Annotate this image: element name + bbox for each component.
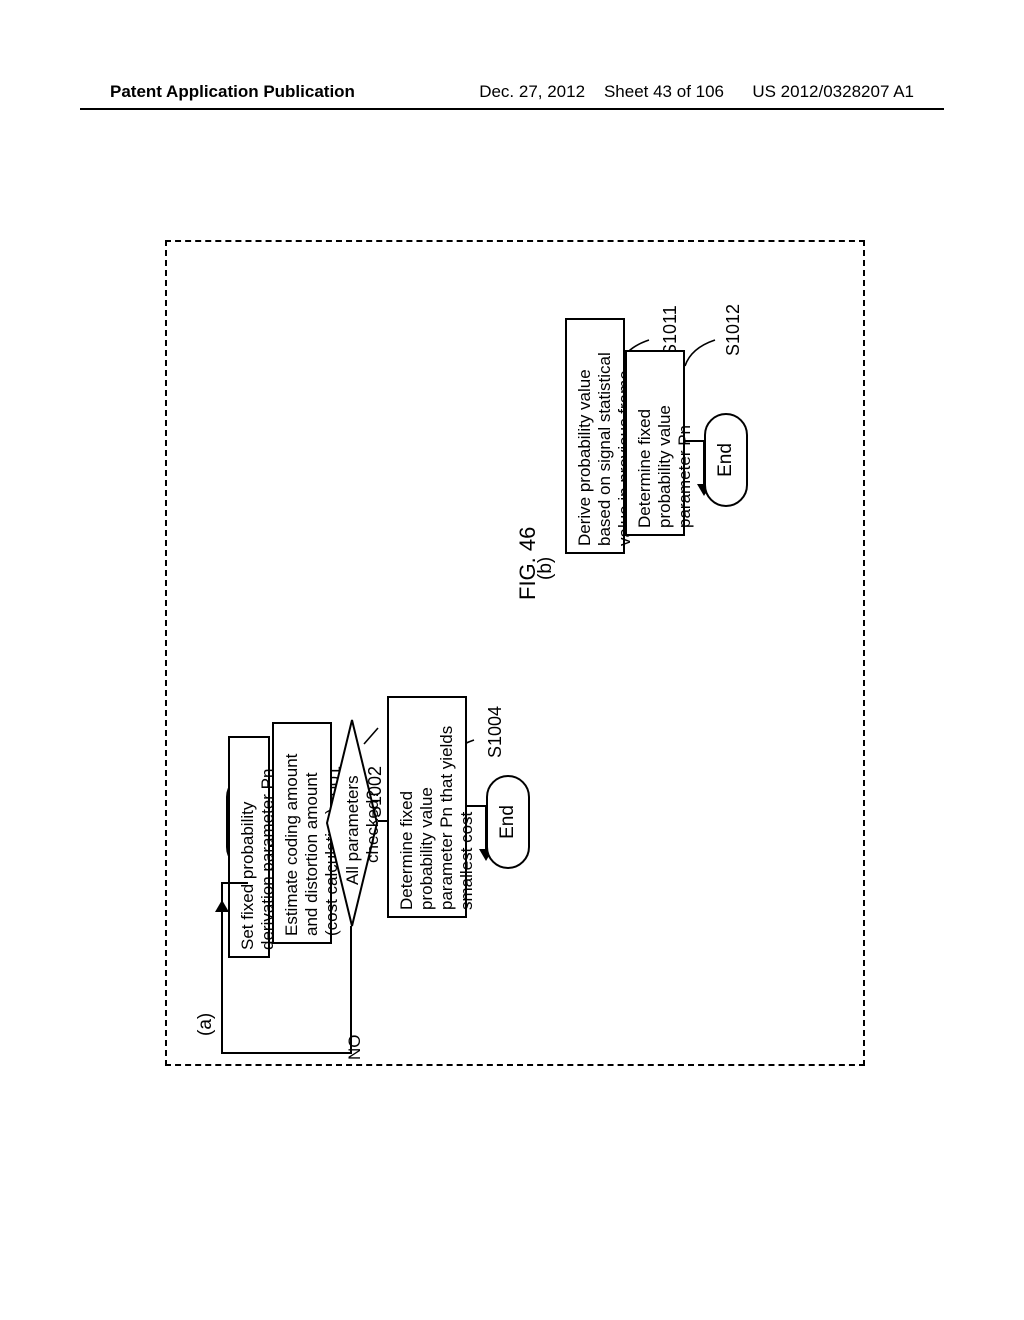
s1011-l1: Derive probability value (575, 369, 595, 546)
end-b-text: End (715, 443, 737, 477)
arrow (466, 805, 486, 807)
header-rule (80, 108, 944, 110)
s1003-l1: All parameters (343, 775, 363, 885)
s1002-l1: Estimate coding amount (282, 754, 302, 936)
panel-b-label: (b) (535, 557, 557, 580)
arrow (221, 1052, 352, 1054)
s1011-l2: based on signal statistical (595, 352, 615, 546)
panel-a-label: (a) (195, 1013, 217, 1036)
header-left: Patent Application Publication (110, 82, 355, 102)
no-label: NO (345, 1035, 365, 1061)
arrow (221, 882, 248, 884)
s1001-l1: Set fixed probability (238, 802, 258, 950)
s1004-l2: probability value (417, 787, 437, 910)
header-sheet: Sheet 43 of 106 (604, 82, 724, 101)
s1004-l1: Determine fixed (397, 791, 417, 910)
header-date: Dec. 27, 2012 (479, 82, 585, 101)
tick (683, 338, 733, 368)
s1012-l1: Determine fixed (635, 409, 655, 528)
s1004-l3: parameter Pn that yields (437, 726, 457, 910)
header-docnum: US 2012/0328207 A1 (752, 82, 914, 101)
end-a: End (486, 775, 530, 869)
s1012-l2: probability value (655, 405, 675, 528)
header-right: Dec. 27, 2012 Sheet 43 of 106 US 2012/03… (479, 82, 914, 102)
page-header: Patent Application Publication Dec. 27, … (0, 82, 1024, 102)
s1002-l2: and distortion amount (302, 773, 322, 937)
end-b: End (704, 413, 748, 507)
arrow (684, 440, 704, 442)
arrow (350, 926, 352, 1054)
s1004-l4: smallest cost (457, 812, 477, 910)
arrow-head (215, 900, 229, 912)
s1003-l2: checked? (363, 790, 383, 863)
diagram-area: FIG. 46 (a) (b) Start S1001 Set fixed pr… (165, 240, 865, 1070)
end-a-text: End (497, 805, 519, 839)
